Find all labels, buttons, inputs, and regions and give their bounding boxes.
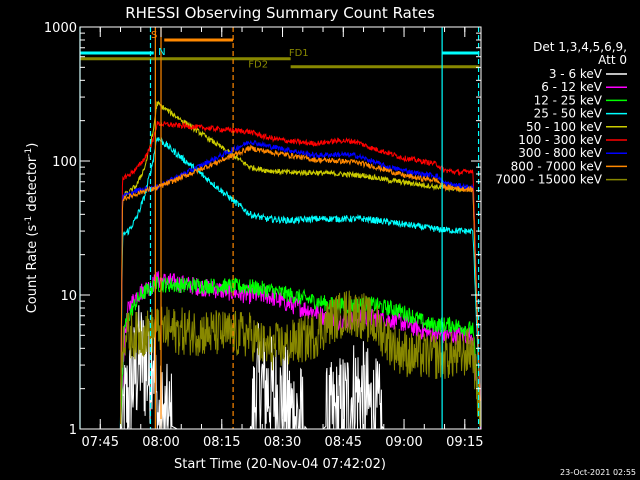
plot-frame [79,26,482,430]
legend-label-7: 800 - 7000 keV [511,159,603,173]
y-tick-label-2: 100 [52,155,77,170]
series-line-7 [120,144,482,430]
annotation-0: S [151,30,157,41]
legend-label-6: 300 - 800 keV [518,146,602,160]
legend-label-4: 50 - 100 keV [526,120,603,134]
annotation-1: N [158,47,165,58]
y-axis-label-sup1: -1 [24,216,34,225]
legend-label-0: 3 - 6 keV [549,67,603,81]
chart-title: RHESSI Observing Summary Count Rates [125,4,435,22]
y-axis-label-mid: detector [25,156,40,216]
y-tick-label-1: 10 [60,289,77,304]
x-tick-label-0: 07:45 [82,435,119,450]
legend-title-detectors: Det 1,3,4,5,6,9, [533,40,627,54]
y-axis-label-sup2: -1 [24,148,34,157]
x-tick-label-5: 09:00 [385,435,422,450]
y-tick-label-3: 1000 [44,21,77,36]
x-tick-label-4: 08:45 [325,435,362,450]
legend-label-5: 100 - 300 keV [518,133,602,147]
series-line-3 [80,137,481,430]
series-line-4 [120,100,482,430]
series-line-8 [80,290,481,430]
legend-label-8: 7000 - 15000 keV [495,173,602,187]
plot-timestamp: 23-Oct-2021 02:55 [560,468,636,477]
x-axis-label: Start Time (20-Nov-04 07:42:02) [174,457,386,472]
x-tick-label-1: 08:00 [142,435,179,450]
legend-title-attenuator: Att 0 [598,53,627,67]
y-tick-label-0: 1 [69,423,77,438]
plot-content: SN FD1 FD2 [79,27,482,430]
annotation-2: FD1 [289,48,309,59]
series-line-2 [80,276,481,430]
annotation-3: FD2 [248,59,268,70]
legend-label-2: 12 - 25 keV [534,93,603,107]
y-axis-label-end: ) [25,143,40,148]
legend-label-3: 25 - 50 keV [534,107,603,121]
series-line-5 [120,121,482,430]
x-tick-label-2: 08:15 [203,435,240,450]
y-axis-label-main: Count Rate (s [25,225,40,314]
x-tick-label-6: 09:15 [446,435,483,450]
y-axis-label: Count Rate (s-1 detector-1) [24,143,40,314]
legend-label-1: 6 - 12 keV [541,80,603,94]
plot-frame-and-ticks: 1 10 100 1000 07:45 08:00 08:15 08:30 08:45 09:00… [44,21,484,450]
x-tick-label-3: 08:30 [264,435,301,450]
